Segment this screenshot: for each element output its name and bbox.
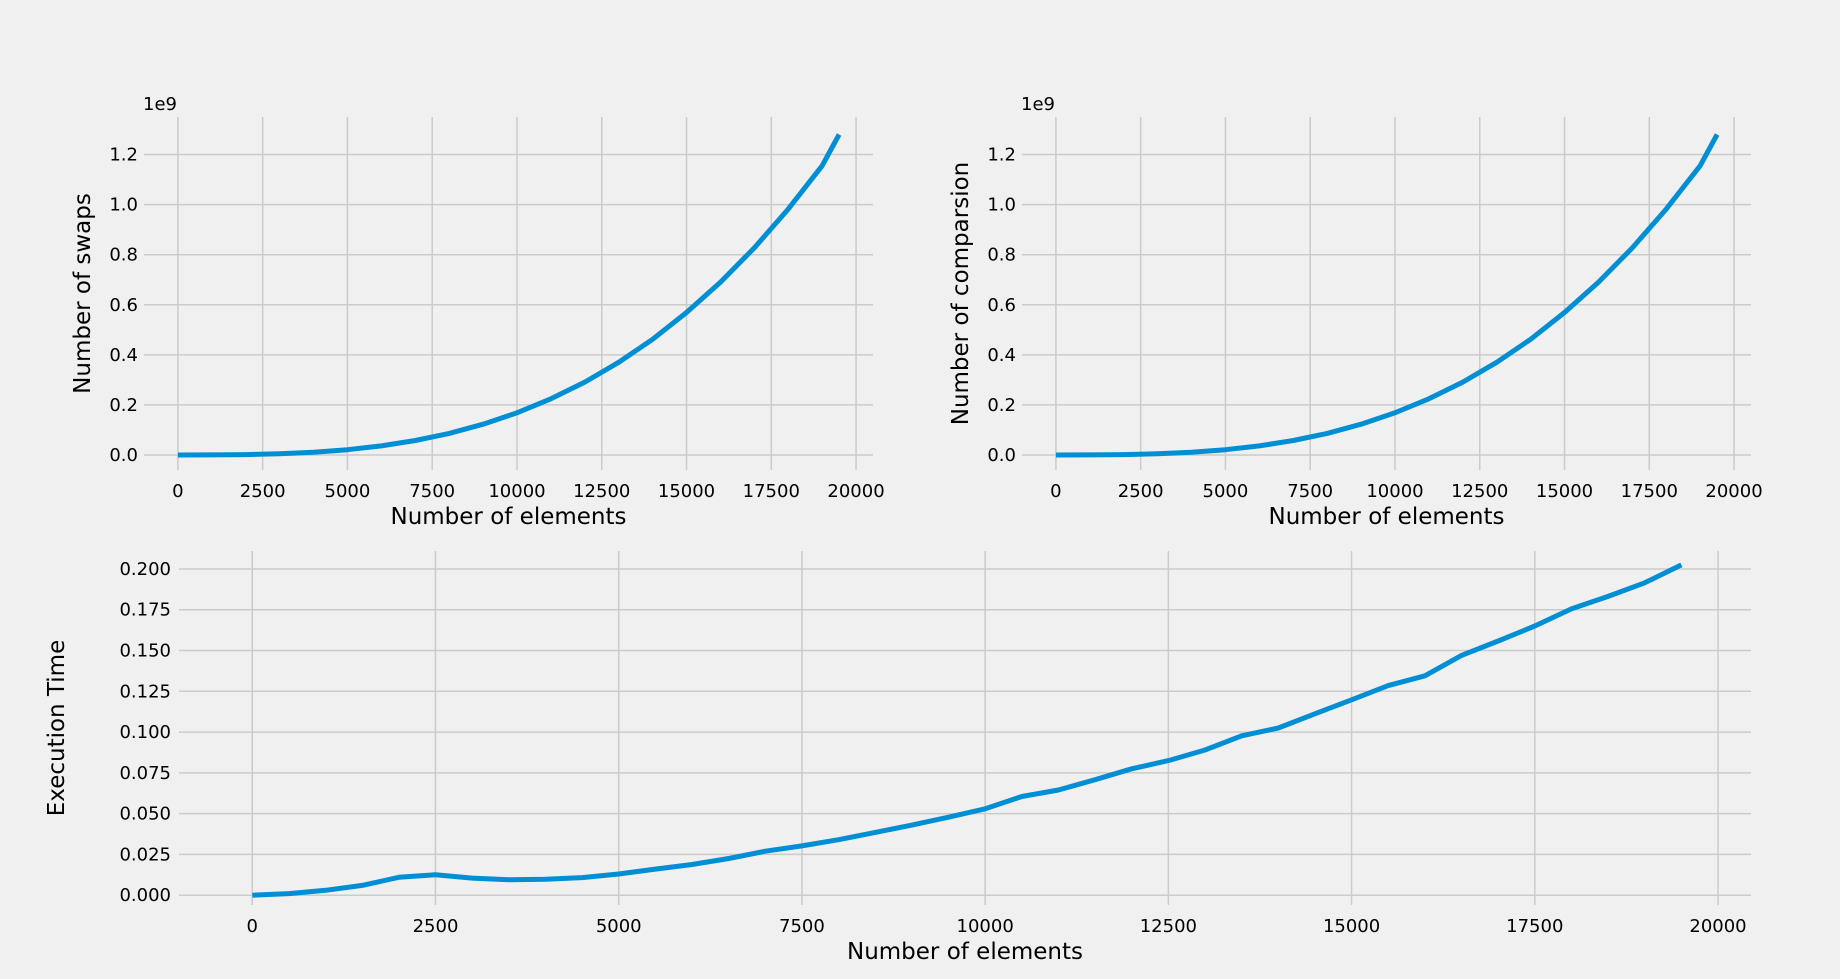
y-tick-label: 1.0 xyxy=(987,195,1016,216)
y-tick-label: 0.8 xyxy=(987,245,1016,266)
y-tick-label: 0.4 xyxy=(109,345,138,366)
x-tick-label: 2500 xyxy=(240,481,286,502)
x-tick-label: 17500 xyxy=(1621,481,1678,502)
x-tick-label: 12500 xyxy=(1451,481,1508,502)
x-tick-label: 17500 xyxy=(743,481,800,502)
x-axis-label: Number of elements xyxy=(847,939,1083,965)
x-tick-label: 12500 xyxy=(573,481,630,502)
comparisons-series-line xyxy=(1055,133,1720,458)
y-tick-label: 0.2 xyxy=(109,395,138,416)
execution-time-series-line xyxy=(252,562,1683,898)
y-tick-label: 0.150 xyxy=(119,641,171,662)
x-axis-label: Number of elements xyxy=(390,504,626,530)
x-tick-label: 2500 xyxy=(413,916,459,937)
x-tick-label: 10000 xyxy=(488,481,545,502)
y-tick-label: 0.100 xyxy=(119,722,171,743)
x-tick-label: 7500 xyxy=(779,916,825,937)
axis-offset-label: 1e9 xyxy=(143,94,177,115)
swaps-series-line xyxy=(177,133,842,458)
x-tick-label: 10000 xyxy=(1366,481,1423,502)
axis-offset-label: 1e9 xyxy=(1021,94,1055,115)
y-tick-label: 0.2 xyxy=(987,395,1016,416)
y-tick-label: 1.2 xyxy=(987,145,1016,166)
y-tick-label: 0.6 xyxy=(109,295,138,316)
x-tick-label: 2500 xyxy=(1118,481,1164,502)
y-tick-label: 0.175 xyxy=(119,600,171,621)
x-tick-label: 10000 xyxy=(957,916,1014,937)
x-tick-label: 7500 xyxy=(409,481,455,502)
x-tick-label: 20000 xyxy=(1705,481,1762,502)
y-axis-label: Execution Time xyxy=(44,640,70,816)
x-tick-label: 5000 xyxy=(1203,481,1249,502)
y-axis-label: Number of comparsion xyxy=(948,162,974,425)
x-tick-label: 5000 xyxy=(325,481,371,502)
comparisons-chart: 0 2500 5000 7500 10000 12500 15000 17500 20000 0.… xyxy=(948,94,1763,530)
x-tick-label: 0 xyxy=(1050,481,1061,502)
y-axis-label: Number of swaps xyxy=(70,193,96,394)
execution-time-chart: 0 2500 5000 7500 10000 12500 15000 17500 20000 0.… xyxy=(44,551,1751,965)
x-tick-label: 0 xyxy=(247,916,258,937)
x-tick-label: 12500 xyxy=(1140,916,1197,937)
y-tick-label: 0.6 xyxy=(987,295,1016,316)
y-tick-label: 0.0 xyxy=(109,445,138,466)
swaps-chart: 0 2500 5000 7500 10000 12500 15000 17500 20000 0.… xyxy=(70,94,885,530)
y-tick-label: 0.050 xyxy=(119,804,171,825)
y-tick-label: 0.4 xyxy=(987,345,1016,366)
x-tick-label: 5000 xyxy=(596,916,642,937)
y-tick-label: 0.025 xyxy=(119,844,171,865)
x-tick-label: 0 xyxy=(172,481,183,502)
x-tick-label: 15000 xyxy=(658,481,715,502)
y-tick-label: 0.0 xyxy=(987,445,1016,466)
x-tick-label: 17500 xyxy=(1506,916,1563,937)
y-tick-label: 1.0 xyxy=(109,195,138,216)
x-tick-label: 15000 xyxy=(1536,481,1593,502)
x-tick-label: 20000 xyxy=(1689,916,1746,937)
y-tick-label: 0.8 xyxy=(109,245,138,266)
x-tick-label: 20000 xyxy=(827,481,884,502)
y-tick-label: 0.075 xyxy=(119,763,171,784)
y-tick-label: 0.000 xyxy=(119,885,171,906)
y-tick-label: 0.200 xyxy=(119,559,171,580)
x-tick-label: 7500 xyxy=(1287,481,1333,502)
y-tick-label: 0.125 xyxy=(119,681,171,702)
x-tick-label: 15000 xyxy=(1323,916,1380,937)
y-tick-label: 1.2 xyxy=(109,145,138,166)
x-axis-label: Number of elements xyxy=(1268,504,1504,530)
